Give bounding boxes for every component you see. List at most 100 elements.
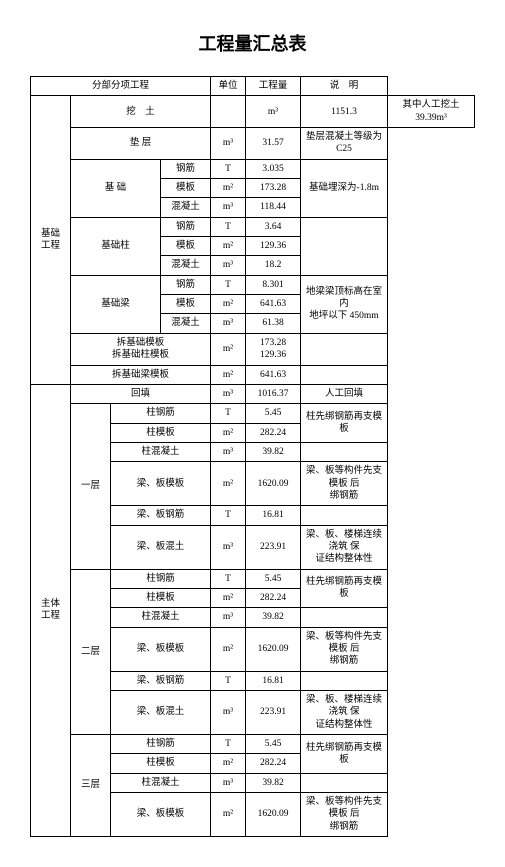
- cell-sub: 垫 层: [71, 128, 211, 160]
- cell-qty: 1620.09: [246, 462, 301, 506]
- cell-detail: 钢筋: [161, 159, 211, 178]
- cell-qty: 5.45: [246, 569, 301, 588]
- cell-sub: 基础梁: [71, 275, 161, 333]
- cell-unit: m³: [211, 525, 246, 569]
- header-row: 分部分项工程 单位 工程量 说 明: [31, 77, 475, 96]
- cell-unit: m³: [211, 384, 246, 403]
- cell-note: 垫层混凝土等级为C25: [301, 128, 388, 160]
- cell-unit: m²: [211, 295, 246, 314]
- cell-unit: m³: [211, 314, 246, 333]
- cell-qty: 282.24: [246, 754, 301, 773]
- cell-note: [301, 608, 388, 627]
- cell-detail: 模板: [161, 295, 211, 314]
- cell-qty: 39.82: [246, 773, 301, 792]
- cell-qty: 3.035: [246, 159, 301, 178]
- cell-note: [301, 217, 388, 275]
- cell-note: [301, 442, 388, 461]
- doc-title: 工程量汇总表: [30, 30, 475, 56]
- cell-note: 梁、板等构件先支模板 后绑钢筋: [301, 793, 388, 837]
- cell-unit: m³: [211, 608, 246, 627]
- cell-note: 其中人工挖土39.39m³: [388, 96, 475, 128]
- cell-item: 梁、板模板: [111, 627, 211, 671]
- cell-item: 柱混凝土: [111, 773, 211, 792]
- cell-unit: m²: [211, 754, 246, 773]
- cell-sub: 基础柱: [71, 217, 161, 275]
- cell-qty: 61.38: [246, 314, 301, 333]
- cell-item: 梁、板模板: [111, 793, 211, 837]
- cell-unit: T: [211, 506, 246, 525]
- cell-detail: 混凝土: [161, 314, 211, 333]
- cell-detail: 钢筋: [161, 275, 211, 294]
- cell-note: 柱先绑钢筋再支模板: [301, 404, 388, 443]
- cell-qty: 173.28129.36: [246, 333, 301, 365]
- cell-note: [301, 506, 388, 525]
- cell-section: 基础工程: [31, 96, 71, 385]
- cell-note: [301, 671, 388, 690]
- cell-unit: m³: [211, 198, 246, 217]
- cell-note: 地梁梁顶标高在室内地坪以下 450mm: [301, 275, 388, 333]
- cell-qty: 282.24: [246, 423, 301, 442]
- cell-qty: 18.2: [246, 256, 301, 275]
- cell-detail: 模板: [161, 179, 211, 198]
- cell-qty: 223.91: [246, 691, 301, 735]
- cell-unit: m³: [211, 128, 246, 160]
- cell-unit: T: [211, 735, 246, 754]
- table-row: 基础梁钢筋T8.301地梁梁顶标高在室内地坪以下 450mm: [31, 275, 475, 294]
- cell-sub: 三层: [71, 735, 111, 837]
- cell-item: 梁、板混土: [111, 525, 211, 569]
- cell-item: 柱钢筋: [111, 569, 211, 588]
- cell-qty: 223.91: [246, 525, 301, 569]
- summary-table: 分部分项工程 单位 工程量 说 明 基础工程挖 土m³1151.3其中人工挖土3…: [30, 76, 475, 837]
- table-row: 基 础钢筋T3.035基础埋深为-1.8m: [31, 159, 475, 178]
- hdr-unit: 单位: [211, 77, 246, 96]
- cell-unit: m²: [211, 627, 246, 671]
- cell-unit: m³: [211, 442, 246, 461]
- table-row: 一层柱钢筋T5.45柱先绑钢筋再支模板: [31, 404, 475, 423]
- cell-unit: T: [211, 159, 246, 178]
- cell-note: 梁、板等构件先支模板 后绑钢筋: [301, 627, 388, 671]
- cell-unit: m³: [211, 256, 246, 275]
- cell-unit: m³: [211, 773, 246, 792]
- cell-qty: 641.63: [246, 365, 301, 384]
- cell-qty: 1620.09: [246, 627, 301, 671]
- cell-item: 柱模板: [111, 588, 211, 607]
- cell-item: 柱钢筋: [111, 404, 211, 423]
- cell-qty: 16.81: [246, 506, 301, 525]
- cell-qty: 39.82: [246, 608, 301, 627]
- table-row: 拆基础梁模板m²641.63: [31, 365, 475, 384]
- cell-unit: m²: [211, 462, 246, 506]
- cell-qty: 16.81: [246, 671, 301, 690]
- cell-qty: 5.45: [246, 735, 301, 754]
- cell-note: 梁、板、楼梯连续浇筑 保证结构整体性: [301, 691, 388, 735]
- cell-item: 柱混凝土: [111, 442, 211, 461]
- cell-qty: 173.28: [246, 179, 301, 198]
- cell-qty: 3.64: [246, 217, 301, 236]
- cell-unit: m²: [211, 179, 246, 198]
- cell-unit: m²: [211, 237, 246, 256]
- table-row: 基础工程挖 土m³1151.3其中人工挖土39.39m³: [31, 96, 475, 128]
- cell-unit: T: [211, 569, 246, 588]
- cell-unit: m²: [211, 333, 246, 365]
- cell-detail: 钢筋: [161, 217, 211, 236]
- cell-unit: m²: [211, 588, 246, 607]
- cell-note: 梁、板、楼梯连续浇筑 保证结构整体性: [301, 525, 388, 569]
- cell-item: 柱钢筋: [111, 735, 211, 754]
- cell-sub: 二层: [71, 569, 111, 734]
- cell-note: 柱先绑钢筋再支模板: [301, 735, 388, 774]
- cell-qty: 8.301: [246, 275, 301, 294]
- cell-qty: 282.24: [246, 588, 301, 607]
- hdr-project: 分部分项工程: [31, 77, 211, 96]
- cell-qty: 1151.3: [301, 96, 388, 128]
- table-row: 三层柱钢筋T5.45柱先绑钢筋再支模板: [31, 735, 475, 754]
- cell-qty: 31.57: [246, 128, 301, 160]
- table-row: 主体工程回填m³1016.37人工回填: [31, 384, 475, 403]
- cell-item: 梁、板模板: [111, 462, 211, 506]
- cell-note: [301, 365, 388, 384]
- cell-sub: 挖 土: [71, 96, 211, 128]
- cell-item: 柱模板: [111, 754, 211, 773]
- table-row: 垫 层m³31.57垫层混凝土等级为C25: [31, 128, 475, 160]
- table-row: 二层柱钢筋T5.45柱先绑钢筋再支模板: [31, 569, 475, 588]
- cell-sub: 拆基础梁模板: [71, 365, 211, 384]
- cell-sub: 一层: [71, 404, 111, 569]
- cell-qty: 1016.37: [246, 384, 301, 403]
